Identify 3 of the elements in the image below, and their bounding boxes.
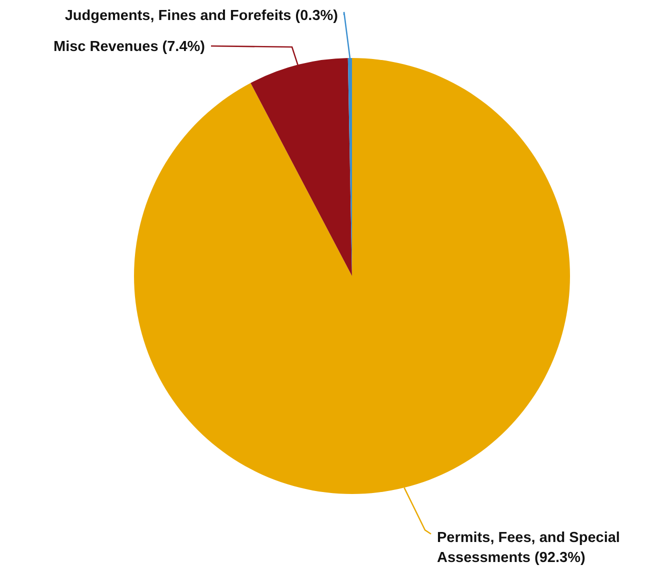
slice-label: Permits, Fees, and Special Assessments (92.3%) [437,530,620,566]
slice-label: Judgements, Fines and Forefeits (0.3%) [64,8,338,24]
slice-label: Misc Revenues (7.4%) [53,39,206,55]
